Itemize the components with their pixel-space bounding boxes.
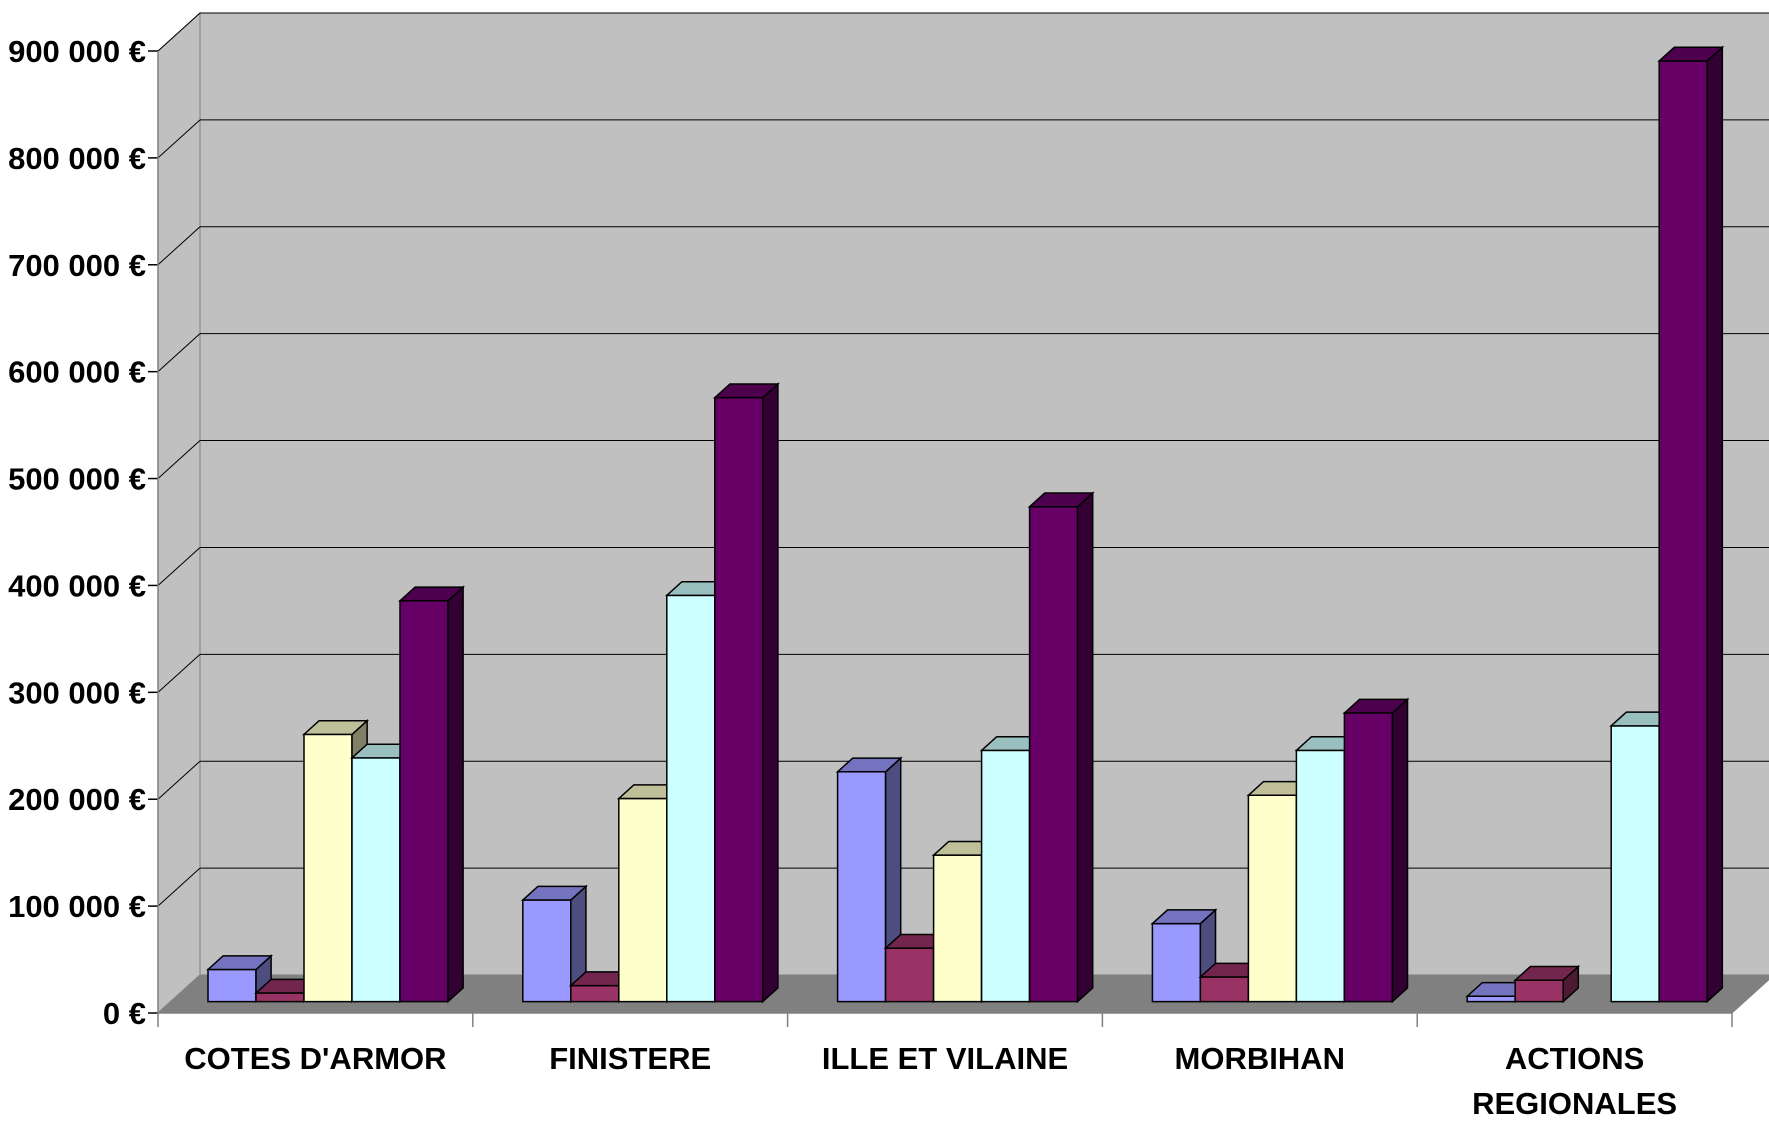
bar-front xyxy=(884,947,935,1003)
x-category-label: ACTIONS xyxy=(1505,1041,1645,1076)
x-category-label: COTES D'ARMOR xyxy=(184,1041,446,1076)
bar-front xyxy=(399,600,449,1003)
bar-top xyxy=(712,383,780,399)
gridline-side xyxy=(157,547,201,586)
y-tick-label: 400 000 € xyxy=(8,568,146,603)
bar-front xyxy=(1199,976,1250,1003)
y-tick-label: 600 000 € xyxy=(8,355,146,390)
axes xyxy=(148,50,1733,1027)
bar-front xyxy=(1028,505,1079,1003)
bar-top xyxy=(302,719,370,736)
bar-top xyxy=(206,955,274,971)
gridline-side xyxy=(157,653,201,693)
bar-front xyxy=(932,854,983,1003)
bar xyxy=(712,382,780,1004)
bar-top xyxy=(1342,698,1410,714)
x-category-label: FINISTERE xyxy=(549,1041,711,1076)
bar-front xyxy=(1610,725,1660,1003)
y-tick-label: 0 € xyxy=(103,996,146,1031)
gridline-side xyxy=(157,760,201,800)
bar-front xyxy=(1343,712,1394,1003)
y-tick-label: 700 000 € xyxy=(8,248,146,283)
bar-front xyxy=(522,899,572,1003)
bar-front xyxy=(980,749,1031,1003)
bar-front xyxy=(1466,995,1516,1003)
bar-front xyxy=(570,984,620,1003)
gridline-side xyxy=(157,867,201,907)
bar-front xyxy=(303,733,353,1003)
bar-front xyxy=(1151,922,1202,1003)
bar-front xyxy=(1295,749,1346,1003)
gridline-side xyxy=(157,333,201,373)
y-tick-label: 800 000 € xyxy=(8,141,146,176)
bar-front xyxy=(1514,979,1564,1003)
y-tick-label: 900 000 € xyxy=(8,34,146,69)
x-category-label: MORBIHAN xyxy=(1175,1041,1346,1076)
bar xyxy=(398,585,466,1004)
bar-top xyxy=(1513,965,1581,981)
gridline-side xyxy=(157,440,201,479)
bar-top xyxy=(835,757,903,773)
bar-side xyxy=(1391,697,1409,1004)
bar xyxy=(1342,697,1410,1004)
bar xyxy=(1513,964,1581,1004)
side-wall-panel xyxy=(157,11,201,1015)
x-category-label: REGIONALES xyxy=(1472,1086,1677,1121)
bar-front xyxy=(836,771,887,1003)
bar-series xyxy=(206,45,1725,1004)
bar-front xyxy=(351,757,401,1003)
bar xyxy=(1027,491,1095,1004)
x-axis-category-labels: COTES D'ARMOR FINISTERE ILLE ET VILAINE MOR… xyxy=(184,1041,1677,1121)
bar-front xyxy=(207,968,257,1003)
x-category-label: ILLE ET VILAINE xyxy=(822,1041,1068,1076)
bar-top xyxy=(1657,46,1725,62)
y-tick-label: 200 000 € xyxy=(8,782,146,817)
bar-front xyxy=(255,992,305,1003)
bar-side xyxy=(1076,491,1094,1004)
bar-front xyxy=(1658,60,1708,1003)
bar-side xyxy=(762,382,779,1004)
y-tick-label: 300 000 € xyxy=(8,675,146,710)
bar xyxy=(1150,908,1218,1004)
bar xyxy=(1657,45,1725,1004)
y-tick-label: 100 000 € xyxy=(8,889,146,924)
gridline-side xyxy=(157,119,201,159)
bar-top xyxy=(1150,909,1218,925)
bar-front xyxy=(714,396,764,1003)
bar-front xyxy=(666,594,716,1003)
bar-front xyxy=(618,797,668,1003)
gridline-side xyxy=(157,226,201,266)
bar-side xyxy=(1706,45,1724,1004)
bar-front xyxy=(1247,794,1298,1003)
bar-side xyxy=(447,585,464,1004)
gridline-side xyxy=(157,12,201,52)
bar-top xyxy=(398,586,466,602)
y-tick-label: 500 000 € xyxy=(8,462,146,497)
bar-top xyxy=(1027,492,1095,508)
bar-top xyxy=(520,885,588,901)
y-axis-tick-labels: 0 € 100 000 € 200 000 € 300 000 € 400 000 € 5… xyxy=(8,34,146,1031)
